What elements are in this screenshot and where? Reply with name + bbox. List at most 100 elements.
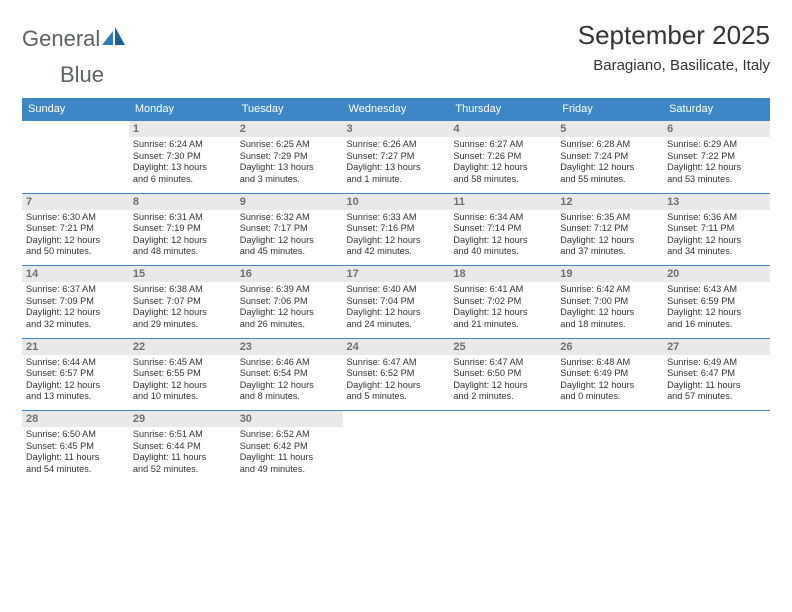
sunset-text: Sunset: 6:45 PM	[26, 441, 125, 453]
day-info: Sunrise: 6:48 AMSunset: 6:49 PMDaylight:…	[556, 355, 663, 411]
sunrise-text: Sunrise: 6:24 AM	[133, 139, 232, 151]
day-info	[343, 427, 450, 483]
sunset-text: Sunset: 6:44 PM	[133, 441, 232, 453]
day-number: 27	[663, 338, 770, 355]
day-info: Sunrise: 6:27 AMSunset: 7:26 PMDaylight:…	[449, 137, 556, 193]
day-info: Sunrise: 6:34 AMSunset: 7:14 PMDaylight:…	[449, 210, 556, 266]
brand-logo: General	[22, 26, 128, 52]
day-number: 9	[236, 193, 343, 210]
daylight-line2: and 52 minutes.	[133, 464, 232, 476]
day-number: 14	[22, 266, 129, 283]
day-number: 30	[236, 411, 343, 428]
sunset-text: Sunset: 7:00 PM	[560, 296, 659, 308]
sunset-text: Sunset: 7:11 PM	[667, 223, 766, 235]
day-number: 4	[449, 121, 556, 138]
day-number: 3	[343, 121, 450, 138]
day-info: Sunrise: 6:32 AMSunset: 7:17 PMDaylight:…	[236, 210, 343, 266]
day-info: Sunrise: 6:51 AMSunset: 6:44 PMDaylight:…	[129, 427, 236, 483]
daylight-line1: Daylight: 12 hours	[347, 380, 446, 392]
daylight-line2: and 24 minutes.	[347, 319, 446, 331]
day-info: Sunrise: 6:25 AMSunset: 7:29 PMDaylight:…	[236, 137, 343, 193]
day-number: 1	[129, 121, 236, 138]
daylight-line1: Daylight: 12 hours	[347, 235, 446, 247]
day-info: Sunrise: 6:41 AMSunset: 7:02 PMDaylight:…	[449, 282, 556, 338]
sunrise-text: Sunrise: 6:38 AM	[133, 284, 232, 296]
day-number: 15	[129, 266, 236, 283]
day-number-row: 282930	[22, 411, 770, 428]
day-info: Sunrise: 6:50 AMSunset: 6:45 PMDaylight:…	[22, 427, 129, 483]
day-info-row: Sunrise: 6:44 AMSunset: 6:57 PMDaylight:…	[22, 355, 770, 411]
day-info	[449, 427, 556, 483]
day-number: 22	[129, 338, 236, 355]
sunrise-text: Sunrise: 6:32 AM	[240, 212, 339, 224]
day-info: Sunrise: 6:26 AMSunset: 7:27 PMDaylight:…	[343, 137, 450, 193]
daylight-line1: Daylight: 11 hours	[26, 452, 125, 464]
sunrise-text: Sunrise: 6:25 AM	[240, 139, 339, 151]
daylight-line2: and 37 minutes.	[560, 246, 659, 258]
daylight-line2: and 45 minutes.	[240, 246, 339, 258]
sunset-text: Sunset: 7:24 PM	[560, 151, 659, 163]
daylight-line1: Daylight: 12 hours	[240, 307, 339, 319]
sunrise-text: Sunrise: 6:46 AM	[240, 357, 339, 369]
daylight-line1: Daylight: 12 hours	[133, 235, 232, 247]
daylight-line1: Daylight: 13 hours	[133, 162, 232, 174]
daylight-line1: Daylight: 12 hours	[560, 162, 659, 174]
sunrise-text: Sunrise: 6:35 AM	[560, 212, 659, 224]
daylight-line1: Daylight: 12 hours	[26, 307, 125, 319]
daylight-line2: and 10 minutes.	[133, 391, 232, 403]
daylight-line1: Daylight: 12 hours	[560, 307, 659, 319]
brand-word1: General	[22, 26, 100, 52]
sunrise-text: Sunrise: 6:43 AM	[667, 284, 766, 296]
daylight-line1: Daylight: 11 hours	[667, 380, 766, 392]
sunrise-text: Sunrise: 6:45 AM	[133, 357, 232, 369]
sunrise-text: Sunrise: 6:27 AM	[453, 139, 552, 151]
location: Baragiano, Basilicate, Italy	[578, 57, 770, 74]
daylight-line1: Daylight: 11 hours	[133, 452, 232, 464]
brand-sail-icon	[102, 27, 126, 52]
day-number: 25	[449, 338, 556, 355]
sunrise-text: Sunrise: 6:28 AM	[560, 139, 659, 151]
day-number: 17	[343, 266, 450, 283]
day-info: Sunrise: 6:40 AMSunset: 7:04 PMDaylight:…	[343, 282, 450, 338]
day-info: Sunrise: 6:29 AMSunset: 7:22 PMDaylight:…	[663, 137, 770, 193]
day-number: 19	[556, 266, 663, 283]
daylight-line1: Daylight: 13 hours	[347, 162, 446, 174]
daylight-line2: and 6 minutes.	[133, 174, 232, 186]
sunset-text: Sunset: 6:59 PM	[667, 296, 766, 308]
sunset-text: Sunset: 7:27 PM	[347, 151, 446, 163]
day-info	[22, 137, 129, 193]
daylight-line2: and 13 minutes.	[26, 391, 125, 403]
sunset-text: Sunset: 7:07 PM	[133, 296, 232, 308]
daylight-line2: and 16 minutes.	[667, 319, 766, 331]
sunset-text: Sunset: 6:49 PM	[560, 368, 659, 380]
sunset-text: Sunset: 6:47 PM	[667, 368, 766, 380]
day-info: Sunrise: 6:31 AMSunset: 7:19 PMDaylight:…	[129, 210, 236, 266]
day-info: Sunrise: 6:42 AMSunset: 7:00 PMDaylight:…	[556, 282, 663, 338]
daylight-line1: Daylight: 12 hours	[347, 307, 446, 319]
weekday-header: Friday	[556, 98, 663, 121]
sunset-text: Sunset: 7:19 PM	[133, 223, 232, 235]
daylight-line2: and 32 minutes.	[26, 319, 125, 331]
sunset-text: Sunset: 7:06 PM	[240, 296, 339, 308]
day-info: Sunrise: 6:35 AMSunset: 7:12 PMDaylight:…	[556, 210, 663, 266]
daylight-line2: and 1 minute.	[347, 174, 446, 186]
daylight-line1: Daylight: 12 hours	[133, 380, 232, 392]
sunset-text: Sunset: 6:42 PM	[240, 441, 339, 453]
day-number: 26	[556, 338, 663, 355]
daylight-line1: Daylight: 12 hours	[453, 307, 552, 319]
daylight-line2: and 21 minutes.	[453, 319, 552, 331]
title-block: September 2025 Baragiano, Basilicate, It…	[578, 20, 770, 74]
weekday-header: Wednesday	[343, 98, 450, 121]
day-info	[556, 427, 663, 483]
daylight-line1: Daylight: 12 hours	[667, 162, 766, 174]
daylight-line1: Daylight: 12 hours	[560, 235, 659, 247]
day-number	[22, 121, 129, 138]
day-info	[663, 427, 770, 483]
day-number: 8	[129, 193, 236, 210]
weekday-header: Thursday	[449, 98, 556, 121]
daylight-line1: Daylight: 13 hours	[240, 162, 339, 174]
day-info: Sunrise: 6:37 AMSunset: 7:09 PMDaylight:…	[22, 282, 129, 338]
day-info: Sunrise: 6:46 AMSunset: 6:54 PMDaylight:…	[236, 355, 343, 411]
daylight-line1: Daylight: 12 hours	[453, 162, 552, 174]
brand-word2: Blue	[60, 62, 104, 87]
